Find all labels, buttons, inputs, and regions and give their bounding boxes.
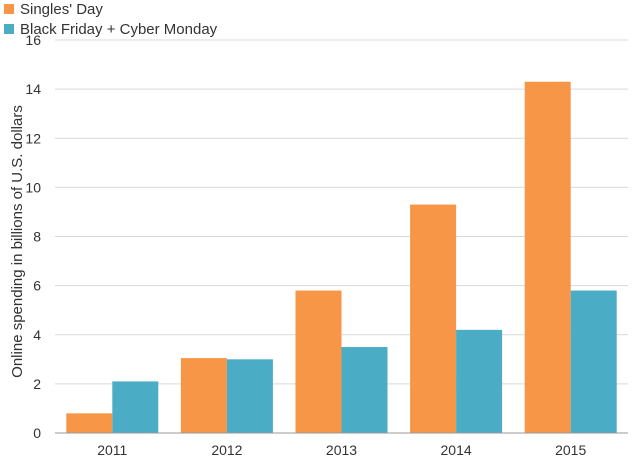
bar-singles-day-2015 [524,81,571,433]
bar-singles-day-2011 [66,413,113,433]
legend-label: Black Friday + Cyber Monday [20,21,218,38]
x-tick-label: 2015 [555,442,586,458]
bar-black-friday-cyber-monday-2015 [570,290,617,433]
y-tick-label: 4 [33,327,41,343]
y-axis-ticks: 0 2 4 6 8 10 12 14 16 [25,32,41,441]
y-tick-label: 6 [33,278,41,294]
y-tick-label: 8 [33,229,41,245]
y-axis-label: Online spending in billions of U.S. doll… [9,105,26,378]
gridlines [55,39,628,385]
bar-black-friday-cyber-monday-2011 [112,381,159,433]
legend-swatch [4,24,14,34]
y-tick-label: 16 [25,32,41,48]
y-tick-label: 12 [25,130,41,146]
bar-singles-day-2012 [180,358,227,433]
y-tick-label: 14 [25,81,41,97]
y-tick-label: 0 [33,425,41,441]
bar-black-friday-cyber-monday-2014 [456,329,503,433]
legend-swatch [4,4,14,14]
y-tick-label: 10 [25,179,41,195]
x-tick-label: 2011 [97,442,127,458]
x-tick-label: 2014 [441,442,472,458]
bars [66,81,617,433]
x-tick-label: 2012 [211,442,242,458]
x-tick-label: 2013 [326,442,357,458]
legend: Singles' Day Black Friday + Cyber Monday [4,1,218,38]
x-axis-ticks: 2011 2012 2013 2014 2015 [97,442,586,458]
y-tick-label: 2 [33,376,41,392]
bar-singles-day-2014 [410,204,457,433]
bar-singles-day-2013 [295,290,342,433]
legend-label: Singles' Day [20,1,103,18]
bar-black-friday-cyber-monday-2012 [226,359,273,433]
bar-black-friday-cyber-monday-2013 [341,347,388,433]
